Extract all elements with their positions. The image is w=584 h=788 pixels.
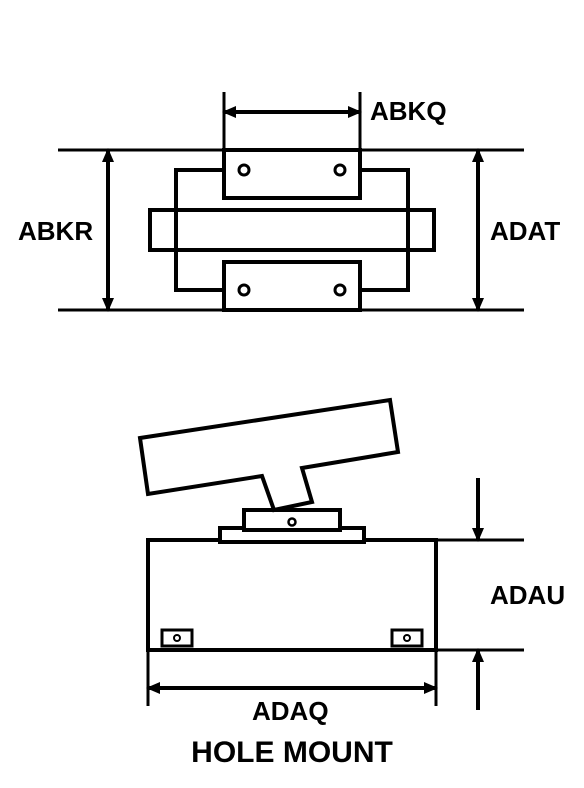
diagram-container: ABKQ ABKR ADAT ADAU ADAQ HOLE MOUNT <box>0 0 584 788</box>
diagram-title: HOLE MOUNT <box>0 736 584 770</box>
label-abkr: ABKR <box>18 216 93 247</box>
label-abkq: ABKQ <box>370 96 447 127</box>
label-adau: ADAU <box>490 580 565 611</box>
side-view <box>140 400 524 710</box>
diagram-svg <box>0 0 584 788</box>
label-adat: ADAT <box>490 216 560 247</box>
label-adaq: ADAQ <box>252 696 329 727</box>
top-view <box>58 92 524 310</box>
